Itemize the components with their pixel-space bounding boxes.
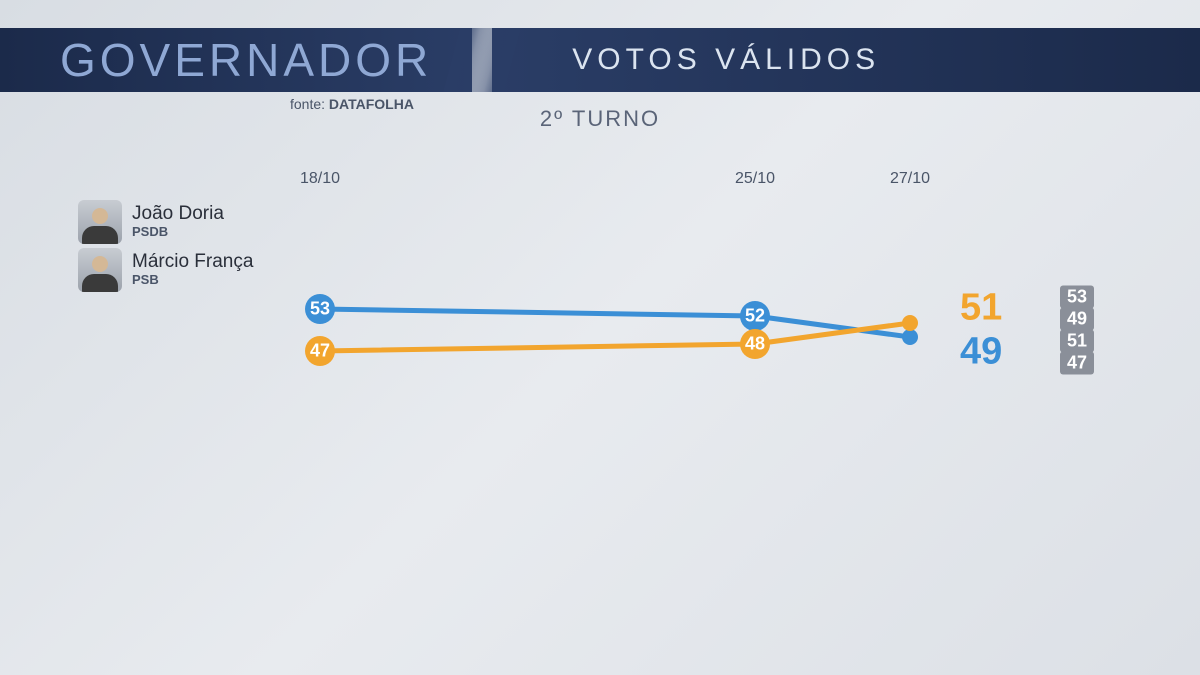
date-label: 18/10 xyxy=(300,170,340,188)
margin-low: 47 xyxy=(1060,352,1094,375)
candidate-legend: João DoriaPSDB xyxy=(78,200,224,244)
candidate-info: Márcio FrançaPSB xyxy=(132,252,253,287)
candidate-name: João Doria xyxy=(132,204,224,225)
candidate-name: Márcio França xyxy=(132,252,253,273)
date-label: 25/10 xyxy=(735,170,775,188)
subtitle: VOTOS VÁLIDOS xyxy=(572,43,880,77)
candidate-info: João DoriaPSDB xyxy=(132,204,224,239)
header-bar: GOVERNADOR VOTOS VÁLIDOS xyxy=(0,28,1200,92)
round-label: 2º TURNO xyxy=(0,106,1200,132)
date-label: 27/10 xyxy=(890,170,930,188)
final-value: 49 xyxy=(960,331,1002,374)
final-value: 51 xyxy=(960,287,1002,330)
candidate-avatar xyxy=(78,200,122,244)
main-title: GOVERNADOR xyxy=(60,33,432,87)
header-left: GOVERNADOR xyxy=(0,28,472,92)
chart-area: 18/1025/1027/1053524748João DoriaPSDBMár… xyxy=(0,150,1200,675)
candidate-legend: Márcio FrançaPSB xyxy=(78,248,253,292)
header-right: VOTOS VÁLIDOS xyxy=(492,28,1200,92)
candidate-party: PSDB xyxy=(132,225,224,239)
candidate-party: PSB xyxy=(132,273,253,287)
margin-high: 53 xyxy=(1060,286,1094,309)
margin-low: 49 xyxy=(1060,308,1094,331)
candidate-avatar xyxy=(78,248,122,292)
margin-high: 51 xyxy=(1060,330,1094,353)
